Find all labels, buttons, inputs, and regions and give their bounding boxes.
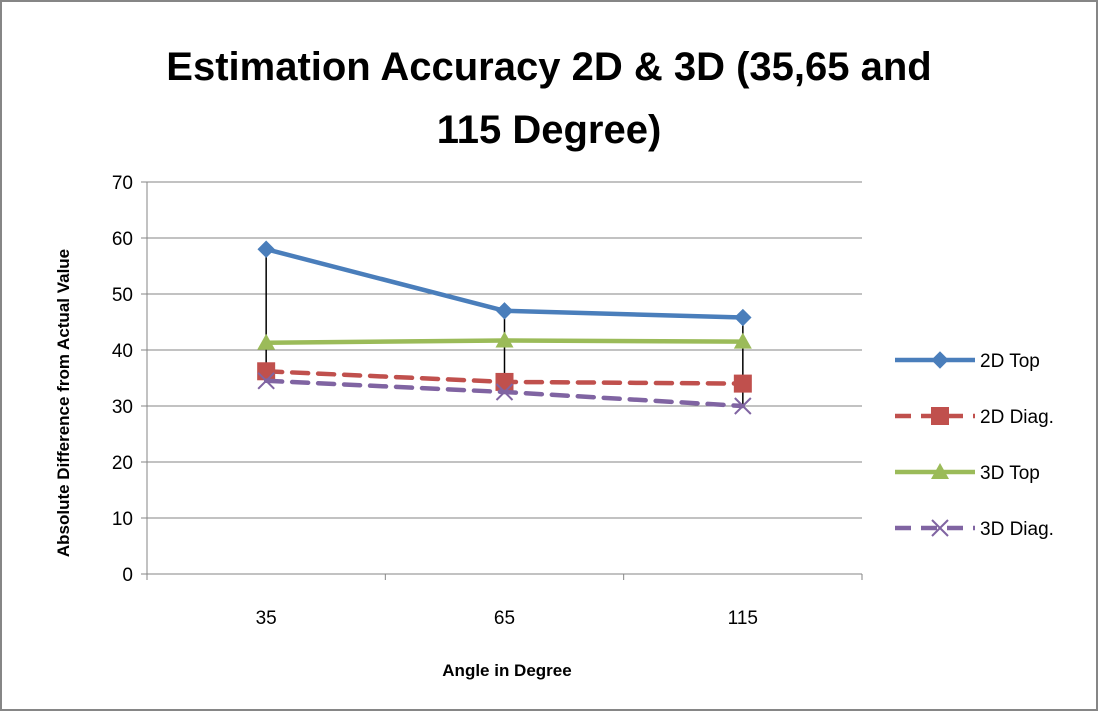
data-point-2d-top-65	[495, 302, 514, 320]
y-tick-label-0: 0	[122, 565, 133, 586]
legend-label-2d-diag: 2D Diag.	[980, 407, 1054, 428]
x-tick-label-65: 65	[494, 608, 515, 629]
y-tick-label-30: 30	[112, 397, 133, 418]
x-axis-ticks: 35 65 115	[146, 574, 863, 629]
x-tick-label-35: 35	[256, 608, 277, 629]
legend-label-2d-top: 2D Top	[980, 351, 1040, 372]
data-point-3d-top-65	[495, 331, 514, 348]
gridlines	[146, 181, 862, 575]
y-tick-label-10: 10	[112, 509, 133, 530]
y-tick-label-40: 40	[112, 341, 133, 362]
legend-marker-2d-top	[931, 351, 949, 369]
legend-marker-2d-diag	[931, 407, 949, 425]
data-point-3d-diag-35-stroke-b	[257, 372, 275, 390]
y-axis-label: Absolute Difference from Actual Value	[54, 249, 73, 557]
data-point-3d-diag-115-stroke-b	[734, 397, 752, 415]
legend-label-3d-top: 3D Top	[980, 463, 1040, 484]
y-tick-label-20: 20	[112, 453, 133, 474]
series-lines	[257, 240, 752, 415]
x-axis-label: Angle in Degree	[442, 661, 571, 680]
data-point-3d-diag-115	[734, 397, 752, 415]
legend-label-3d-diag: 3D Diag.	[980, 519, 1054, 540]
data-point-3d-diag-65-stroke-b	[495, 383, 514, 401]
chart-title-line-2: 115 Degree)	[437, 108, 662, 152]
legend-marker-3d-diag-stroke-b	[931, 519, 949, 537]
legend: 2D Top 2D Diag. 3D Top 3D Diag.	[895, 351, 1054, 540]
x-tick-label-115: 115	[728, 608, 758, 629]
legend-marker-3d-top	[931, 463, 949, 479]
data-point-3d-top-35	[257, 333, 276, 350]
data-point-3d-diag-35	[257, 372, 275, 390]
y-axis-ticks: 0 10 20 30 40 50 60 70	[112, 173, 147, 586]
data-point-2d-diag-35	[257, 362, 276, 381]
data-point-3d-diag-65	[495, 383, 514, 401]
data-point-2d-top-115	[734, 308, 752, 327]
data-point-2d-top-35	[257, 240, 275, 258]
y-tick-label-60: 60	[112, 229, 133, 250]
y-tick-label-50: 50	[112, 285, 133, 306]
y-tick-label-70: 70	[112, 173, 133, 194]
legend-marker-3d-diag	[931, 519, 949, 537]
data-point-3d-top-115	[733, 332, 752, 349]
data-point-2d-diag-115	[733, 374, 752, 393]
data-point-2d-diag-65	[495, 372, 514, 391]
chart-title-line-1: Estimation Accuracy 2D & 3D (35,65 and	[166, 45, 931, 89]
